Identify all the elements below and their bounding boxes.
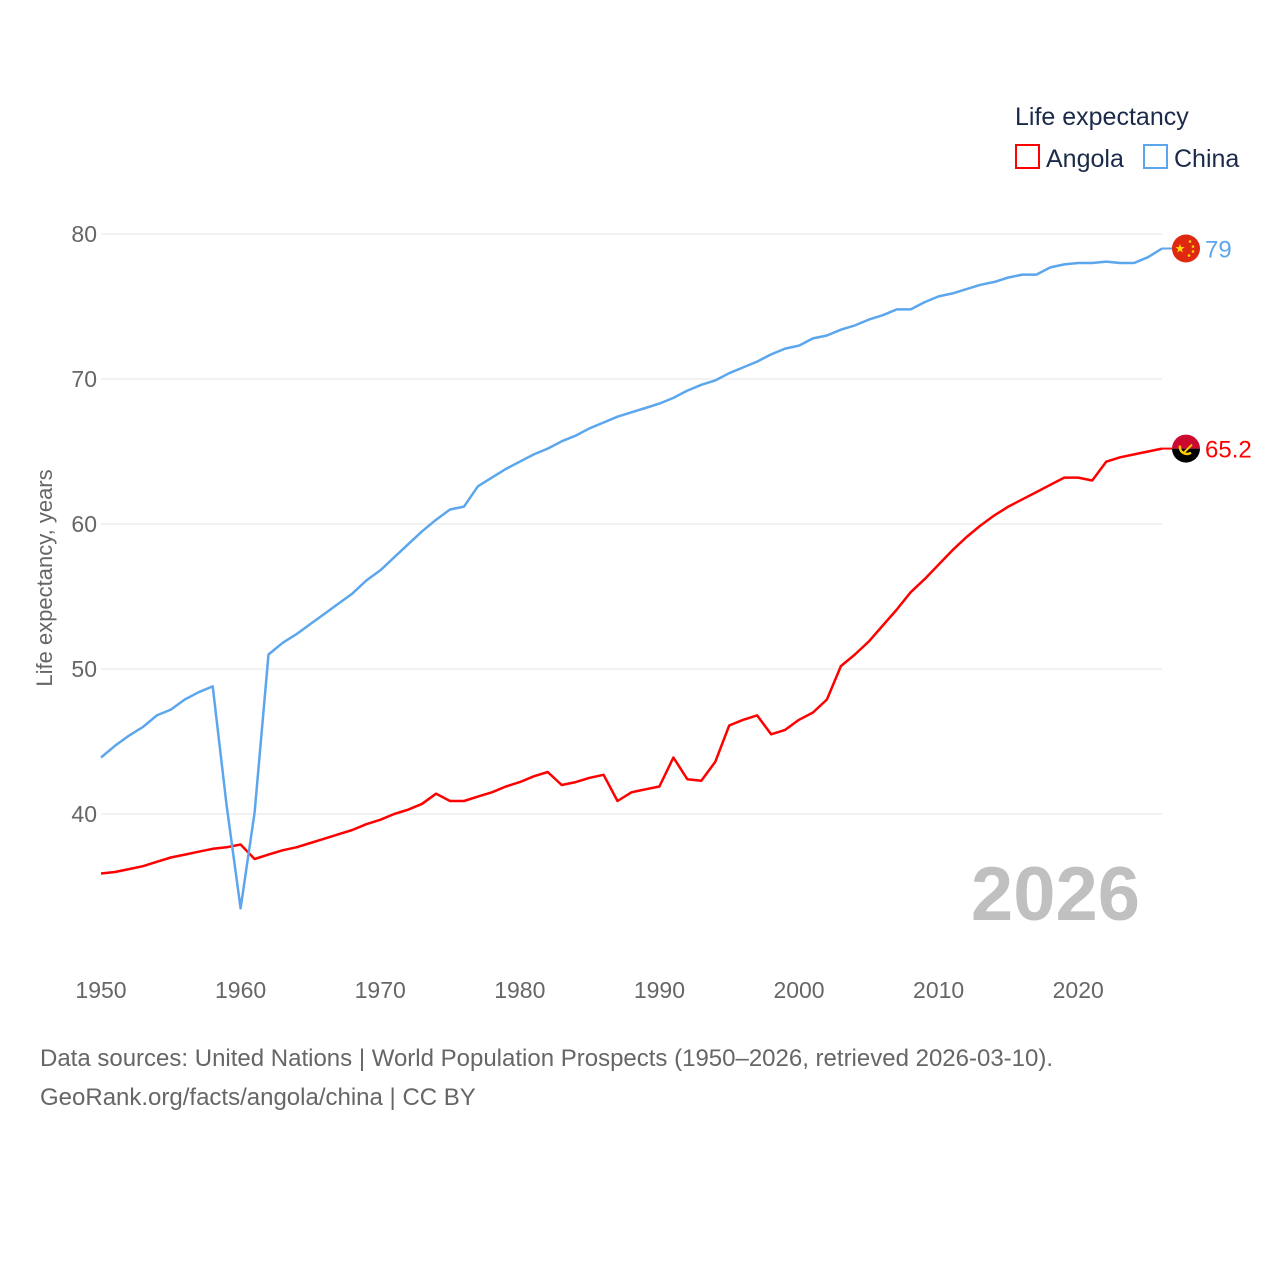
y-tick-label: 60: [71, 511, 97, 537]
legend-swatch: [1015, 144, 1040, 169]
legend-title: Life expectancy: [1015, 103, 1189, 131]
y-tick-label: 80: [71, 221, 97, 247]
x-tick-label: 2010: [913, 977, 964, 1003]
x-tick-label: 2000: [773, 977, 824, 1003]
source-note: Data sources: United Nations | World Pop…: [40, 1045, 1054, 1072]
legend-label: China: [1174, 145, 1239, 173]
legend-label: Angola: [1046, 145, 1124, 173]
angola-flag-icon: [1172, 434, 1200, 463]
legend-item-china[interactable]: China: [1143, 144, 1239, 173]
legend-item-angola[interactable]: Angola: [1015, 144, 1124, 173]
y-tick-label: 40: [71, 801, 97, 827]
y-tick-label: 50: [71, 656, 97, 682]
end-value-label: 65.2: [1205, 437, 1252, 464]
x-tick-label: 1980: [494, 977, 545, 1003]
y-tick-label: 70: [71, 366, 97, 392]
year-watermark: 2026: [971, 852, 1140, 937]
series-line-angola: [100, 447, 1163, 875]
y-axis-label: Life expectancy, years: [32, 469, 57, 686]
end-value-label: 79: [1205, 237, 1232, 264]
legend-swatch: [1143, 144, 1168, 169]
credit-note[interactable]: GeoRank.org/facts/angola/china | CC BY: [40, 1084, 476, 1111]
x-tick-label: 1970: [355, 977, 406, 1003]
x-tick-label: 1960: [215, 977, 266, 1003]
x-tick-label: 2020: [1053, 977, 1104, 1003]
x-tick-label: 1950: [75, 977, 126, 1003]
china-flag-icon: ★: [1172, 234, 1200, 263]
series-line-china: [100, 247, 1163, 910]
svg-text:★: ★: [1175, 242, 1186, 256]
x-tick-label: 1990: [634, 977, 685, 1003]
